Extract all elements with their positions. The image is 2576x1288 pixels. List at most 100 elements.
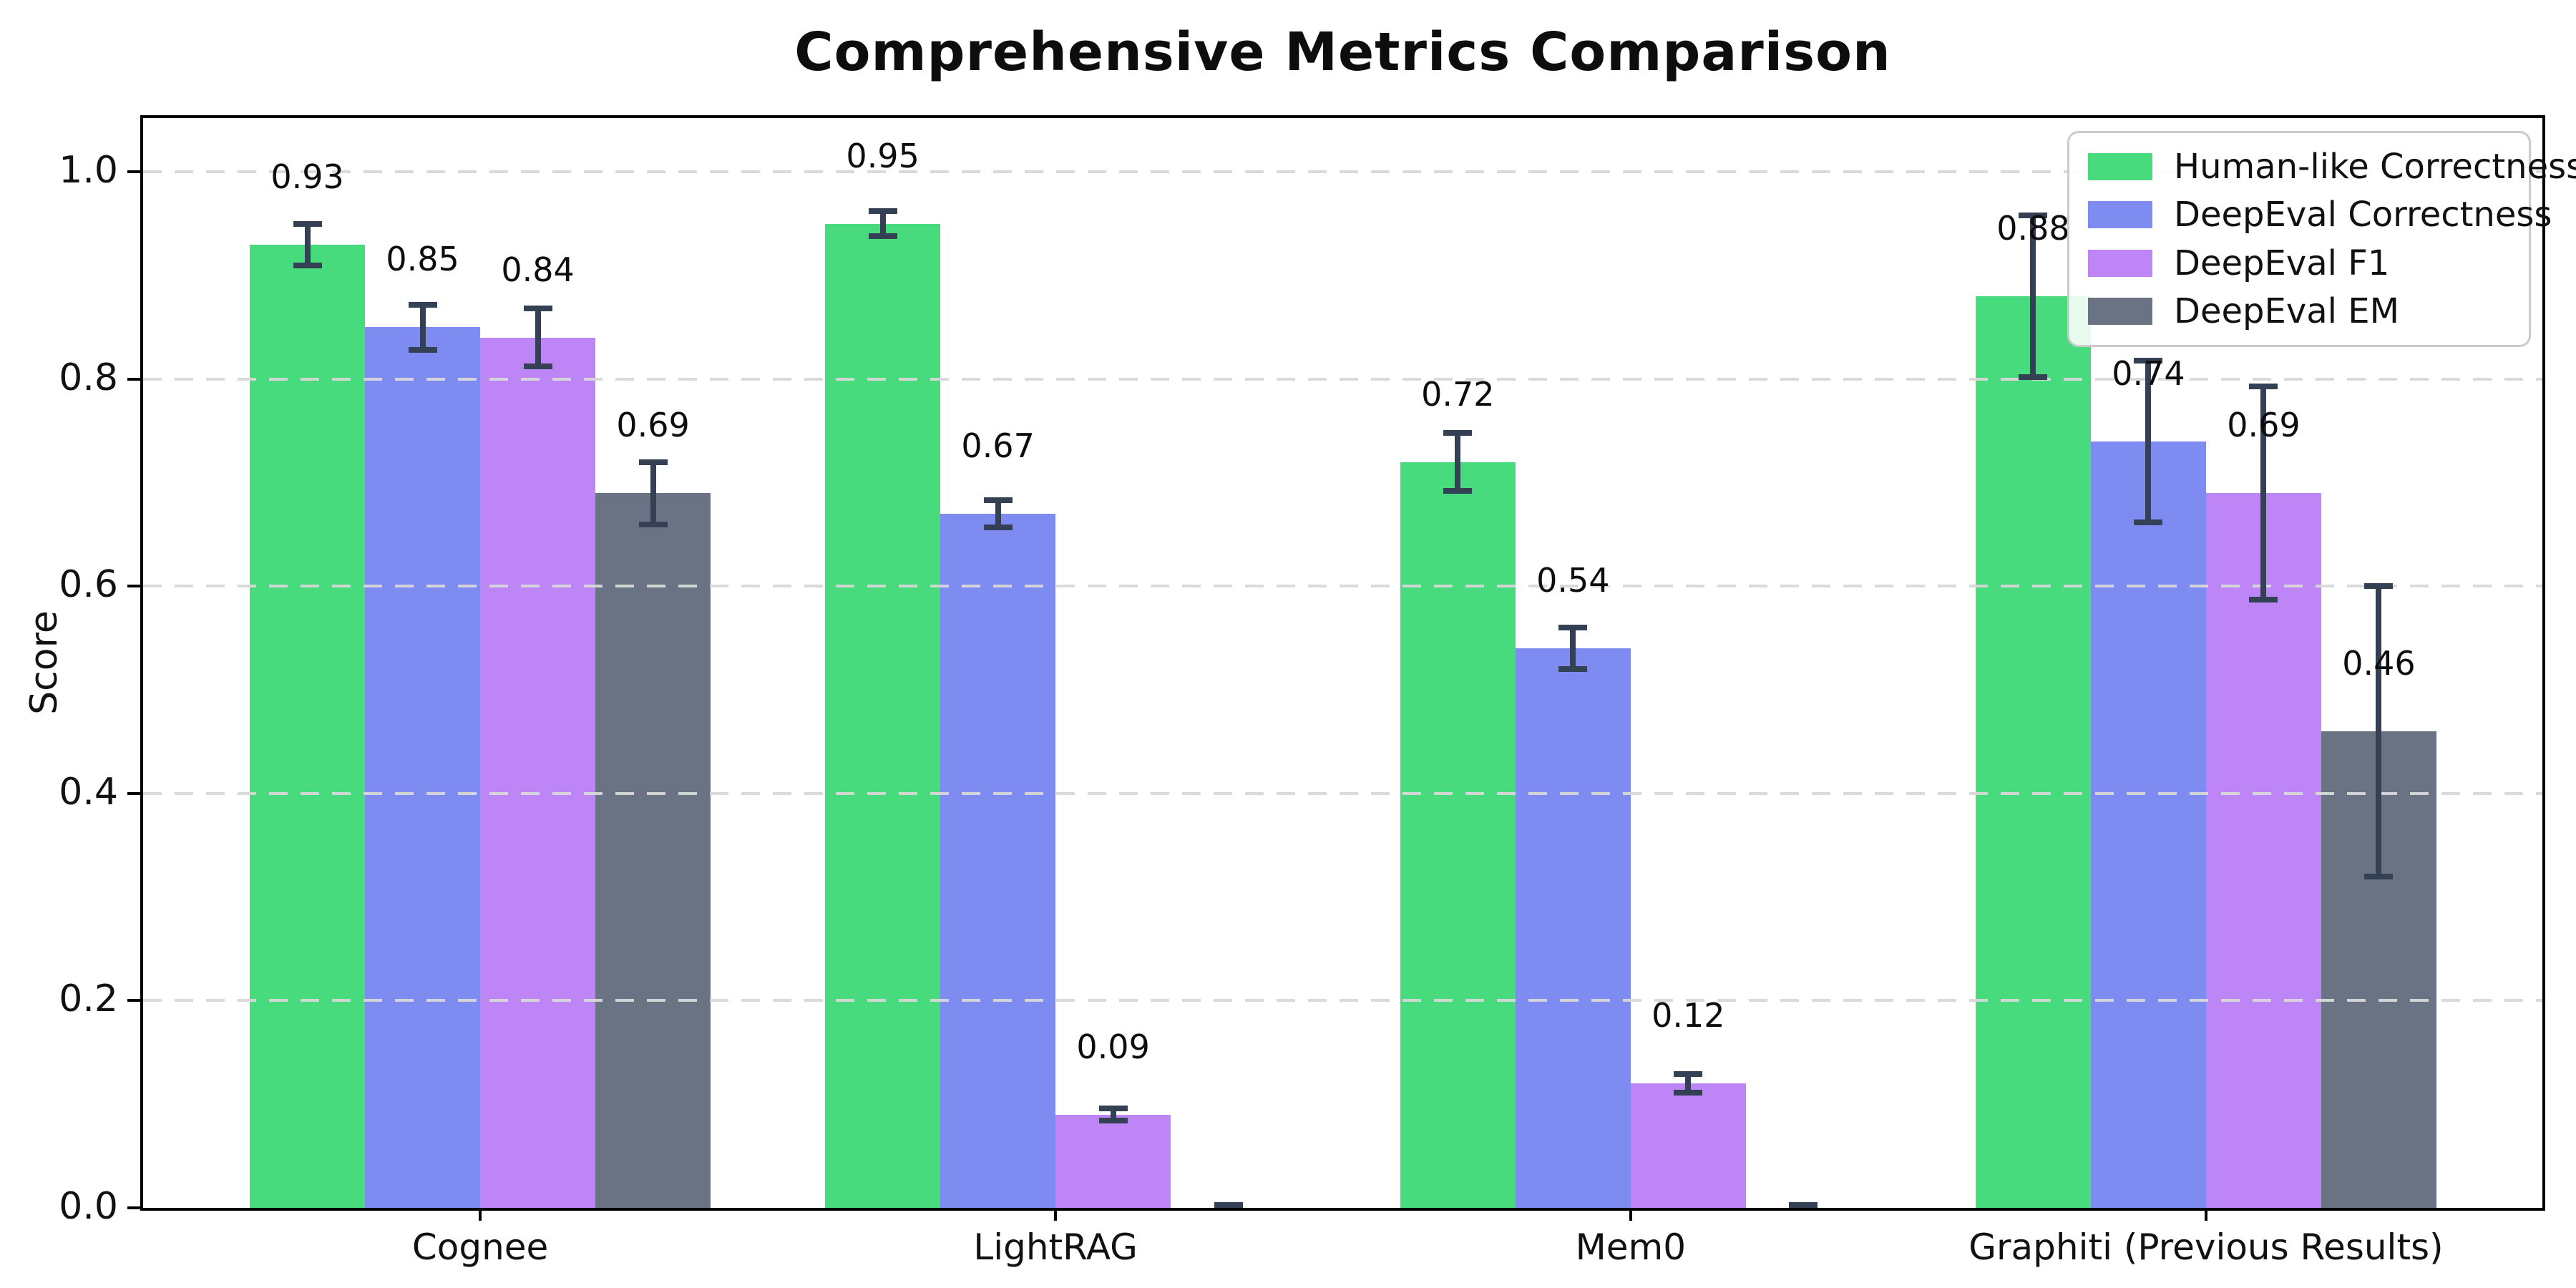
legend: Human-like Correctness DeepEval Correctne… — [2067, 131, 2576, 347]
error-bar-cap — [638, 459, 668, 465]
error-bar-cap — [638, 521, 668, 527]
value-label: 0.72 — [1421, 374, 1495, 414]
error-bar-cap — [983, 497, 1013, 504]
value-label: 0.46 — [2342, 644, 2416, 683]
error-bar-cap — [1214, 1201, 1243, 1208]
bar-cognee-s2 — [480, 337, 596, 1208]
error-bar-cap — [1098, 1106, 1128, 1112]
error-bar-cap — [523, 306, 552, 312]
value-label: 0.84 — [501, 250, 575, 289]
error-bar-cap — [2364, 873, 2394, 879]
x-tick-mark-1 — [1054, 1208, 1058, 1221]
error-bar-cap — [2364, 583, 2394, 590]
grid-line-0.2 — [143, 999, 2542, 1002]
bar-graphiti-previous-results--s1 — [2090, 441, 2206, 1208]
error-bar — [304, 223, 311, 265]
value-label: 0.95 — [846, 136, 919, 175]
legend-label: DeepEval F1 — [2174, 243, 2390, 283]
value-label: 0.74 — [2112, 353, 2185, 393]
legend-label: DeepEval Correctness — [2174, 195, 2552, 235]
error-bar-cap — [408, 347, 437, 353]
x-tick-mark-3 — [2204, 1208, 2207, 1221]
value-label: 0.09 — [1076, 1027, 1150, 1066]
error-bar — [2145, 360, 2152, 522]
legend-label: DeepEval EM — [2174, 291, 2399, 331]
bar-lightrag-s1 — [940, 514, 1056, 1208]
error-bar-cap — [1558, 625, 1588, 631]
legend-swatch-icon — [2088, 249, 2152, 277]
error-bar-cap — [1214, 1208, 1243, 1211]
error-bar-cap — [2019, 374, 2048, 380]
error-bar-cap — [2249, 597, 2278, 603]
bar-mem0-s2 — [1630, 1083, 1746, 1208]
x-tick-mark-2 — [1629, 1208, 1632, 1221]
value-label: 0.88 — [1996, 209, 2070, 248]
error-bar — [1570, 628, 1576, 670]
error-bar-cap — [1558, 666, 1588, 673]
error-bar-cap — [1098, 1118, 1128, 1124]
error-bar-cap — [1789, 1201, 1818, 1208]
error-bar-cap — [1674, 1090, 1703, 1096]
error-bar — [2030, 215, 2036, 377]
bar-graphiti-previous-results--s0 — [1975, 296, 2091, 1208]
grid-line-0.8 — [143, 377, 2542, 381]
value-label: 0.54 — [1536, 561, 1610, 600]
y-tick-mark-0.6 — [127, 585, 142, 588]
grid-line-0.6 — [143, 585, 2542, 588]
bar-mem0-s1 — [1515, 648, 1631, 1208]
error-bar-cap — [1443, 430, 1473, 436]
y-tick-mark-0.0 — [127, 1206, 142, 1209]
y-tick-mark-0.4 — [127, 791, 142, 795]
error-bar-cap — [2134, 357, 2163, 364]
bar-lightrag-s2 — [1055, 1114, 1171, 1208]
error-bar-cap — [408, 301, 437, 308]
x-tick-label-2: Mem0 — [1575, 1226, 1687, 1268]
value-label: 0.69 — [2227, 406, 2301, 445]
legend-item-3: DeepEval EM — [2088, 291, 2510, 331]
error-bar — [650, 462, 656, 525]
bar-lightrag-s0 — [825, 223, 941, 1208]
y-tick-mark-0.2 — [127, 999, 142, 1002]
y-tick-label-0.8: 0.8 — [59, 356, 118, 399]
error-bar-cap — [2134, 519, 2163, 525]
legend-item-2: DeepEval F1 — [2088, 243, 2510, 283]
error-bar-cap — [293, 220, 322, 227]
error-bar-cap — [1674, 1071, 1703, 1078]
x-tick-label-3: Graphiti (Previous Results) — [1968, 1226, 2444, 1268]
error-bar-cap — [983, 524, 1013, 530]
y-tick-label-0.0: 0.0 — [59, 1185, 118, 1228]
legend-item-1: DeepEval Correctness — [2088, 195, 2552, 235]
legend-swatch-icon — [2088, 297, 2152, 325]
legend-swatch-icon — [2088, 153, 2152, 181]
error-bar — [1110, 1108, 1116, 1121]
y-tick-label-1.0: 1.0 — [59, 149, 118, 192]
error-bar — [419, 304, 426, 351]
value-label: 0.69 — [616, 406, 690, 445]
y-tick-mark-1.0 — [127, 170, 142, 174]
y-tick-label-0.6: 0.6 — [59, 563, 118, 607]
error-bar — [879, 211, 886, 237]
y-tick-label-0.2: 0.2 — [59, 977, 118, 1021]
legend-label: Human-like Correctness — [2174, 147, 2576, 187]
value-label: 0.93 — [270, 157, 344, 196]
value-label: 0.12 — [1652, 996, 1725, 1035]
bar-cognee-s3 — [595, 493, 711, 1208]
error-bar — [1455, 433, 1461, 492]
y-tick-label-0.4: 0.4 — [59, 770, 118, 814]
error-bar — [2260, 386, 2267, 600]
error-bar-cap — [2019, 213, 2048, 219]
chart-title: Comprehensive Metrics Comparison — [794, 21, 1891, 83]
error-bar-cap — [1443, 488, 1473, 494]
bar-graphiti-previous-results--s2 — [2205, 493, 2321, 1208]
value-label: 0.85 — [386, 240, 459, 279]
error-bar — [995, 500, 1001, 527]
error-bar-cap — [2249, 383, 2278, 389]
y-axis-title: Score — [23, 610, 66, 715]
error-bar-cap — [868, 233, 897, 240]
x-tick-mark-0 — [479, 1208, 482, 1221]
grid-line-1.0 — [143, 170, 2542, 174]
legend-item-0: Human-like Correctness — [2088, 147, 2576, 187]
error-bar-cap — [293, 262, 322, 268]
error-bar — [535, 308, 541, 367]
